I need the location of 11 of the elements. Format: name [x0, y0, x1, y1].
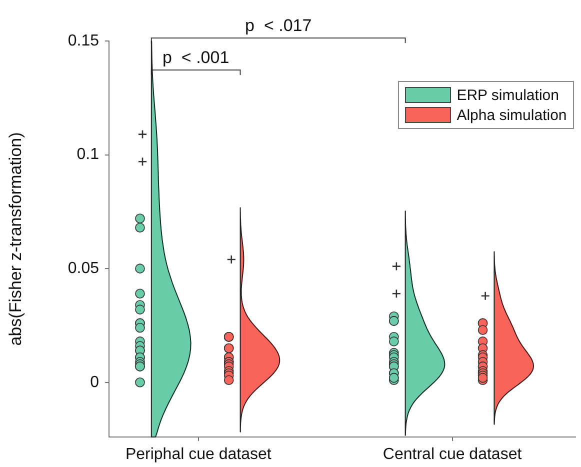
text: p < .017 [245, 16, 312, 36]
y-tick-label: 0.1 [76, 146, 100, 164]
y-tick-label: 0.05 [68, 260, 100, 277]
legend-label: Alpha simulation [456, 106, 567, 124]
y-tick-label: 0 [90, 374, 100, 391]
y-axis-title: abs(Fisher z-transformation) [6, 132, 25, 346]
legend-label: ERP simulation [456, 86, 559, 104]
x-tick-label: Central cue dataset [382, 446, 522, 464]
annotation: p < .001 [162, 48, 230, 68]
x-tick-label: Periphal cue dataset [125, 446, 272, 464]
y-tick-label: 0.15 [68, 32, 100, 50]
